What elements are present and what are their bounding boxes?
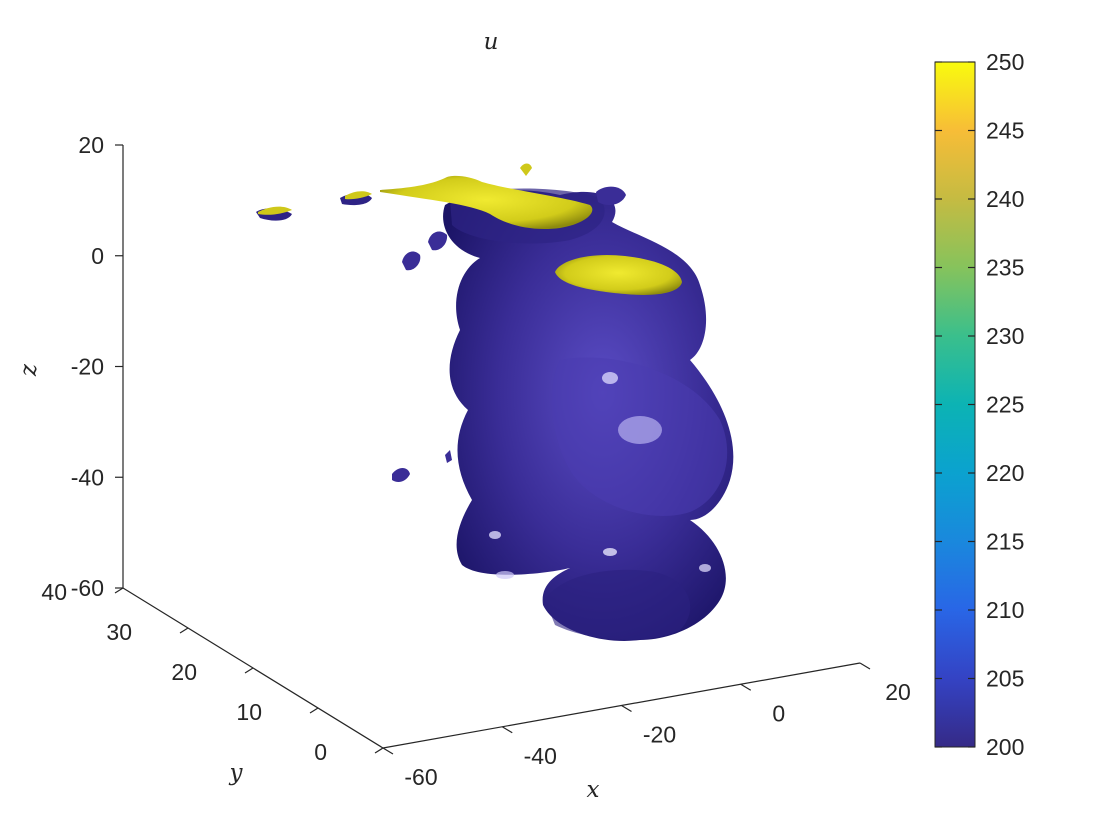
y-tick-label: 40 (41, 579, 67, 605)
colorbar-ticks: 200 205 210 215 220 225 230 235 240 245 250 (935, 49, 1024, 760)
cap-fragment-2 (345, 191, 372, 200)
y-tick-mark (374, 747, 384, 754)
colorbar: 200 205 210 215 220 225 230 235 240 245 250 (934, 49, 1024, 760)
y-axis-label: y (229, 760, 244, 786)
x-axis-label: x (587, 777, 600, 803)
fragment-top-right (596, 186, 626, 206)
z-tick-label: -20 (71, 354, 104, 380)
x-tick-mark (859, 662, 871, 670)
y-tick-mark (309, 707, 319, 714)
colorbar-tick-label: 245 (986, 118, 1024, 144)
colorbar-tick-label: 240 (986, 186, 1024, 212)
fragment-left-6 (445, 450, 452, 463)
z-axis-label: z (16, 363, 42, 377)
z-tick-label: -40 (71, 464, 104, 490)
y-tick-label: 30 (106, 619, 132, 645)
x-tick-label: 20 (885, 679, 911, 705)
x-tick-mark (382, 747, 394, 755)
y-tick-label: 10 (236, 699, 262, 725)
x-tick-label: 0 (772, 700, 785, 726)
colorbar-tick-label: 250 (986, 49, 1024, 75)
z-tick-label: -60 (71, 575, 104, 601)
x-tick-label: -60 (404, 764, 437, 790)
colorbar-tick-label: 200 (986, 734, 1024, 760)
z-tick-label: 20 (78, 132, 104, 158)
colorbar-tick-label: 220 (986, 460, 1024, 486)
highlight-5 (699, 564, 711, 572)
x-tick-mark (621, 704, 632, 713)
y-tick-mark (114, 587, 124, 594)
highlight-6 (496, 571, 514, 579)
cap-fragment-1 (258, 206, 292, 215)
cap-upper (380, 175, 593, 230)
isosurface-250 (258, 163, 682, 295)
x-tick-mark (501, 726, 513, 734)
isosurface-lower-lobe (545, 569, 691, 640)
highlight-2 (602, 372, 618, 384)
colorbar-tick-label: 235 (986, 255, 1024, 281)
colorbar-tick-label: 205 (986, 666, 1024, 692)
colorbar-tick-label: 225 (986, 392, 1024, 418)
x-tick-label: -20 (643, 722, 676, 748)
y-tick-mark (244, 667, 254, 674)
highlight-4 (603, 548, 617, 556)
x-tick-label: -40 (524, 743, 557, 769)
colorbar-tick-label: 215 (986, 529, 1024, 555)
y-tick-label: 0 (314, 739, 327, 765)
fragment-left-3 (402, 251, 421, 271)
chart-title: u (484, 29, 499, 55)
colorbar-tick-label: 230 (986, 323, 1024, 349)
cap-lower (555, 254, 682, 295)
fragment-left-5 (392, 468, 410, 482)
colorbar-tick-label: 210 (986, 597, 1024, 623)
cap-fragment-3 (520, 163, 532, 176)
highlight-3 (489, 531, 501, 539)
y-tick-mark (179, 627, 189, 634)
y-tick-label: 20 (171, 659, 197, 685)
fragment-left-4 (428, 231, 448, 251)
z-tick-label: 0 (91, 243, 104, 269)
highlight-1 (618, 416, 662, 444)
isosurface-200 (256, 186, 734, 641)
x-tick-mark (740, 683, 752, 691)
